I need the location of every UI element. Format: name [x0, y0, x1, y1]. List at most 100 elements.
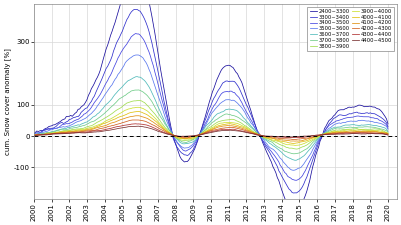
3400~3500: [294, 179, 299, 182]
3400~3500: [319, 135, 324, 137]
4300~4400: [384, 133, 389, 136]
4200~4300: [31, 134, 36, 137]
3300~3400: [291, 192, 296, 194]
4400~4500: [384, 133, 389, 136]
3700~3800: [386, 131, 391, 134]
4200~4300: [319, 133, 324, 136]
3500~3600: [235, 102, 240, 104]
4000~4100: [235, 124, 240, 127]
3800~3900: [319, 133, 324, 136]
2400~3300: [296, 211, 300, 214]
4200~4300: [293, 138, 298, 141]
4300~4400: [133, 122, 138, 125]
4400~4500: [386, 134, 391, 136]
Line: 4100~4200: 4100~4200: [34, 116, 388, 141]
3300~3400: [386, 125, 391, 128]
4200~4300: [71, 131, 76, 134]
3800~3900: [71, 128, 76, 131]
3800~3900: [167, 131, 172, 134]
3600~3700: [135, 75, 140, 78]
3900~4000: [136, 106, 141, 109]
3300~3400: [296, 191, 300, 193]
3300~3400: [167, 123, 172, 126]
Line: 4400~4500: 4400~4500: [34, 126, 388, 137]
Legend: 2400~3300, 3300~3400, 3400~3500, 3500~3600, 3600~3700, 3700~3800, 3800~3900, 390: 2400~3300, 3300~3400, 3400~3500, 3500~36…: [308, 7, 394, 51]
Line: 3500~3600: 3500~3600: [34, 55, 388, 170]
3800~3900: [296, 148, 300, 150]
3800~3900: [386, 132, 391, 135]
3400~3500: [384, 123, 389, 126]
3600~3700: [293, 159, 298, 162]
4100~4200: [386, 133, 391, 136]
4400~4500: [287, 136, 292, 138]
3500~3600: [291, 169, 296, 172]
3900~4000: [167, 131, 172, 134]
Line: 2400~3300: 2400~3300: [34, 0, 388, 213]
4300~4400: [290, 136, 294, 139]
Line: 4300~4400: 4300~4400: [34, 124, 388, 138]
4200~4300: [384, 132, 389, 135]
3900~4000: [296, 144, 300, 146]
3700~3800: [384, 129, 389, 132]
4300~4400: [319, 133, 324, 136]
4200~4300: [132, 119, 137, 121]
4400~4500: [31, 134, 36, 137]
3500~3600: [319, 134, 324, 137]
3600~3700: [235, 110, 240, 112]
4100~4200: [384, 132, 389, 135]
3900~4000: [319, 134, 324, 137]
4100~4200: [235, 126, 240, 128]
3700~3800: [291, 152, 296, 155]
4300~4400: [31, 134, 36, 137]
3600~3700: [296, 158, 300, 161]
3500~3600: [167, 126, 172, 129]
2400~3300: [386, 122, 391, 125]
4100~4200: [31, 134, 36, 137]
2400~3300: [293, 212, 298, 215]
3700~3800: [136, 89, 141, 91]
3700~3800: [31, 134, 36, 137]
4000~4100: [71, 130, 76, 133]
3500~3600: [31, 133, 36, 136]
3600~3700: [31, 134, 36, 137]
4400~4500: [136, 125, 141, 128]
2400~3300: [167, 119, 172, 122]
3900~4000: [31, 134, 36, 137]
3300~3400: [319, 136, 324, 138]
Line: 3600~3700: 3600~3700: [34, 76, 388, 160]
2400~3300: [319, 137, 324, 139]
3500~3600: [384, 125, 389, 128]
3800~3900: [235, 120, 240, 123]
4400~4500: [296, 135, 300, 138]
3500~3600: [386, 128, 391, 131]
4000~4100: [384, 132, 389, 134]
Line: 3400~3500: 3400~3500: [34, 34, 388, 180]
3300~3400: [71, 116, 76, 119]
3600~3700: [167, 129, 172, 132]
4000~4100: [136, 110, 141, 113]
4000~4100: [31, 134, 36, 137]
3900~4000: [71, 129, 76, 131]
3800~3900: [294, 148, 299, 151]
3400~3500: [71, 120, 76, 122]
3300~3400: [31, 133, 36, 135]
3300~3400: [133, 8, 138, 11]
Line: 3900~4000: 3900~4000: [34, 107, 388, 145]
3600~3700: [384, 128, 389, 130]
4300~4400: [167, 133, 172, 136]
4100~4200: [136, 114, 141, 117]
4300~4400: [386, 134, 391, 136]
Y-axis label: cum. Snow cover anomaly [%]: cum. Snow cover anomaly [%]: [4, 48, 11, 155]
2400~3300: [31, 132, 36, 135]
3300~3400: [384, 121, 389, 124]
4000~4100: [319, 133, 324, 136]
3400~3500: [31, 134, 36, 137]
4300~4400: [235, 129, 240, 132]
3500~3600: [71, 122, 76, 125]
3800~3900: [31, 134, 36, 136]
4300~4400: [71, 132, 76, 134]
3600~3700: [386, 130, 391, 133]
3400~3500: [167, 125, 172, 128]
3900~4000: [235, 122, 240, 125]
4400~4500: [167, 133, 172, 136]
